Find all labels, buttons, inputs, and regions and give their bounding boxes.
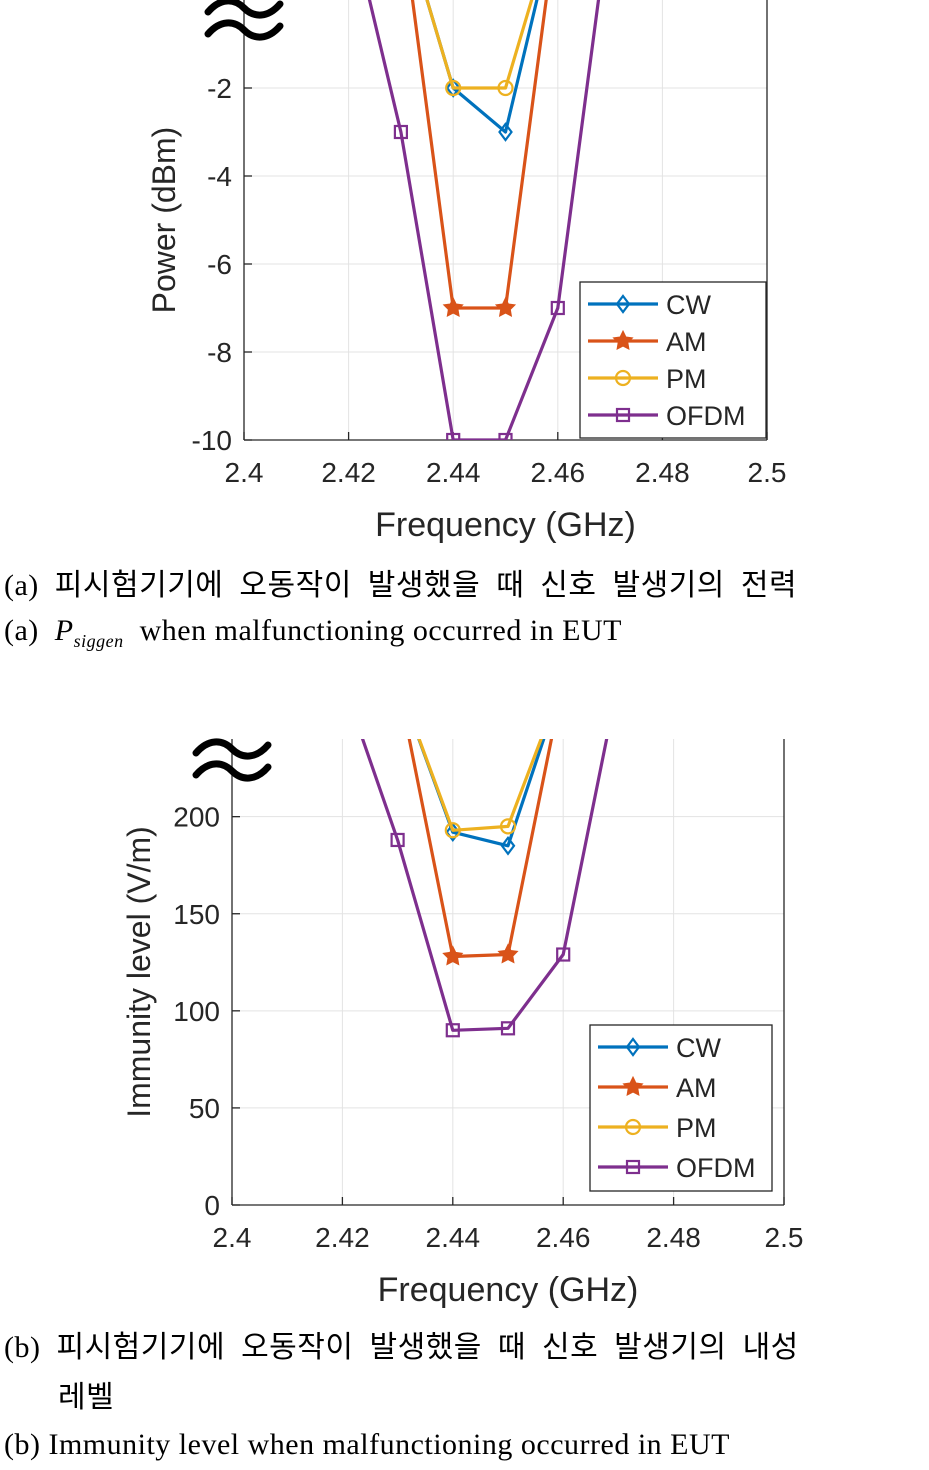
chart1-series-group xyxy=(360,739,609,1038)
chart0-x-tick-label: 2.46 xyxy=(531,457,586,488)
chart0-legend-box xyxy=(579,281,767,439)
chart1-x-tick-label: 2.44 xyxy=(426,1222,481,1253)
chart0-y-tick-label: -8 xyxy=(207,337,232,368)
chart0-marker-ofdm xyxy=(393,124,408,140)
chart0-y-axis-label: Power (dBm) xyxy=(146,127,182,314)
chart0-legend-marker-pm xyxy=(614,369,632,387)
chart0-y-tick-label: -6 xyxy=(207,249,232,280)
chart1-legend-marker-ofdm xyxy=(625,1159,641,1175)
chart0-axis-break-icon xyxy=(204,0,284,41)
immunity-chart: 2.4 2.42 2.44 2.46 2.48 2.5 0 50 100 150 200 Freque… xyxy=(0,725,929,1315)
power-chart: 2.4 2.42 2.44 2.46 2.48 2.5 -2 -4 -6 -8 -10 Frequen… xyxy=(0,0,929,550)
chart0-legend-marker-cw xyxy=(615,294,631,314)
chart0-y-tick-label: -2 xyxy=(207,73,232,104)
chart0-marker-cw xyxy=(498,122,513,142)
chart1-series-line-pm xyxy=(417,739,543,832)
chart1-marker-ofdm xyxy=(390,832,405,848)
chart1-legend-label-ofdm: OFDM xyxy=(676,1153,755,1183)
caption-b-korean-line2: 레벨 xyxy=(58,1381,115,1414)
chart1-marker-pm xyxy=(499,818,517,835)
chart1-axis-break-icon xyxy=(192,738,272,782)
chart0-legend-label-ofdm: OFDM xyxy=(666,401,745,431)
chart0-series-line-pm xyxy=(425,0,534,90)
chart1-legend-label-pm: PM xyxy=(676,1113,717,1143)
chart1-marker-am xyxy=(442,945,464,966)
chart1-x-tick-label: 2.48 xyxy=(646,1222,701,1253)
chart0-series-group xyxy=(367,0,601,440)
chart1-marker-am xyxy=(497,943,519,964)
chart1-legend-label-cw: CW xyxy=(676,1033,721,1063)
chart1-y-tick-label: 100 xyxy=(173,996,220,1027)
chart0-marker-ofdm xyxy=(446,432,461,440)
chart0-marker-am xyxy=(442,296,464,318)
caption-b-english: (b) Immunity level when malfunctioning o… xyxy=(4,1428,730,1461)
chart1-x-tick-label: 2.42 xyxy=(315,1222,370,1253)
power-chart-svg: 2.4 2.42 2.44 2.46 2.48 2.5 -2 -4 -6 -8 -10 Frequen… xyxy=(146,0,787,544)
caption-a-korean: (a) 피시험기기에 오동작이 발생했을 때 신호 발생기의 전력 xyxy=(4,569,798,602)
chart0-legend-label-cw: CW xyxy=(666,290,711,320)
chart0-marker-pm xyxy=(497,79,514,97)
chart1-marker-ofdm xyxy=(445,1023,460,1038)
chart0-legend-label-pm: PM xyxy=(666,364,707,394)
chart0-marker-ofdm xyxy=(498,432,513,440)
chart0-y-tick-label: -10 xyxy=(192,425,232,456)
chart1-y-tick-label: 200 xyxy=(173,802,220,833)
chart0-x-tick-label: 2.48 xyxy=(635,457,690,488)
immunity-chart-svg: 2.4 2.42 2.44 2.46 2.48 2.5 0 50 100 150 200 Freque… xyxy=(121,738,804,1309)
chart1-x-tick-label: 2.46 xyxy=(536,1222,591,1253)
chart0-series-line-am xyxy=(410,0,548,310)
chart1-y-axis-label: Immunity level (V/m) xyxy=(121,826,157,1118)
chart0-x-axis-label: Frequency (GHz) xyxy=(375,506,636,544)
chart0-marker-am xyxy=(494,296,517,318)
chart1-legend-marker-pm xyxy=(624,1118,642,1136)
chart0-x-tick-label: 2.5 xyxy=(748,457,787,488)
chart0-x-tick-label: 2.42 xyxy=(321,457,376,488)
chart0-series-line-cw xyxy=(425,0,539,134)
chart0-legend-label-am: AM xyxy=(666,327,707,357)
chart1-legend-box xyxy=(589,1024,773,1192)
chart0-legend-marker-am xyxy=(612,329,634,351)
chart1-series-line-am xyxy=(407,739,554,959)
chart0-legend-marker-ofdm xyxy=(615,407,631,423)
chart1-x-tick-label: 2.5 xyxy=(765,1222,804,1253)
chart0-series-line-ofdm xyxy=(367,0,601,440)
chart1-marker-ofdm xyxy=(556,947,571,962)
chart0-marker-pm xyxy=(445,79,462,97)
chart0-x-tick-label: 2.4 xyxy=(225,457,264,488)
chart1-y-tick-label: 0 xyxy=(204,1190,220,1221)
chart1-marker-ofdm xyxy=(500,1021,516,1036)
caption-a-english: (a) Psiggen when malfunctioning occurred… xyxy=(4,614,622,651)
chart1-legend-label-am: AM xyxy=(676,1073,717,1103)
caption-b-korean-line1: (b) 피시험기기에 오동작이 발생했을 때 신호 발생기의 내성 xyxy=(4,1331,799,1364)
chart1-marker-cw xyxy=(500,835,516,856)
chart1-y-tick-label: 50 xyxy=(189,1093,220,1124)
chart1-legend-marker-cw xyxy=(625,1037,641,1057)
chart1-legend-marker-am xyxy=(622,1075,644,1097)
chart0-marker-ofdm xyxy=(550,300,565,316)
chart0-y-tick-label: -4 xyxy=(207,161,232,192)
chart1-x-tick-label: 2.4 xyxy=(213,1222,252,1253)
chart1-series-line-ofdm xyxy=(360,739,609,1032)
chart0-x-tick-label: 2.44 xyxy=(426,457,481,488)
chart1-x-axis-label: Frequency (GHz) xyxy=(378,1271,639,1309)
chart1-y-tick-label: 150 xyxy=(173,899,220,930)
chart1-marker-pm xyxy=(444,822,461,839)
